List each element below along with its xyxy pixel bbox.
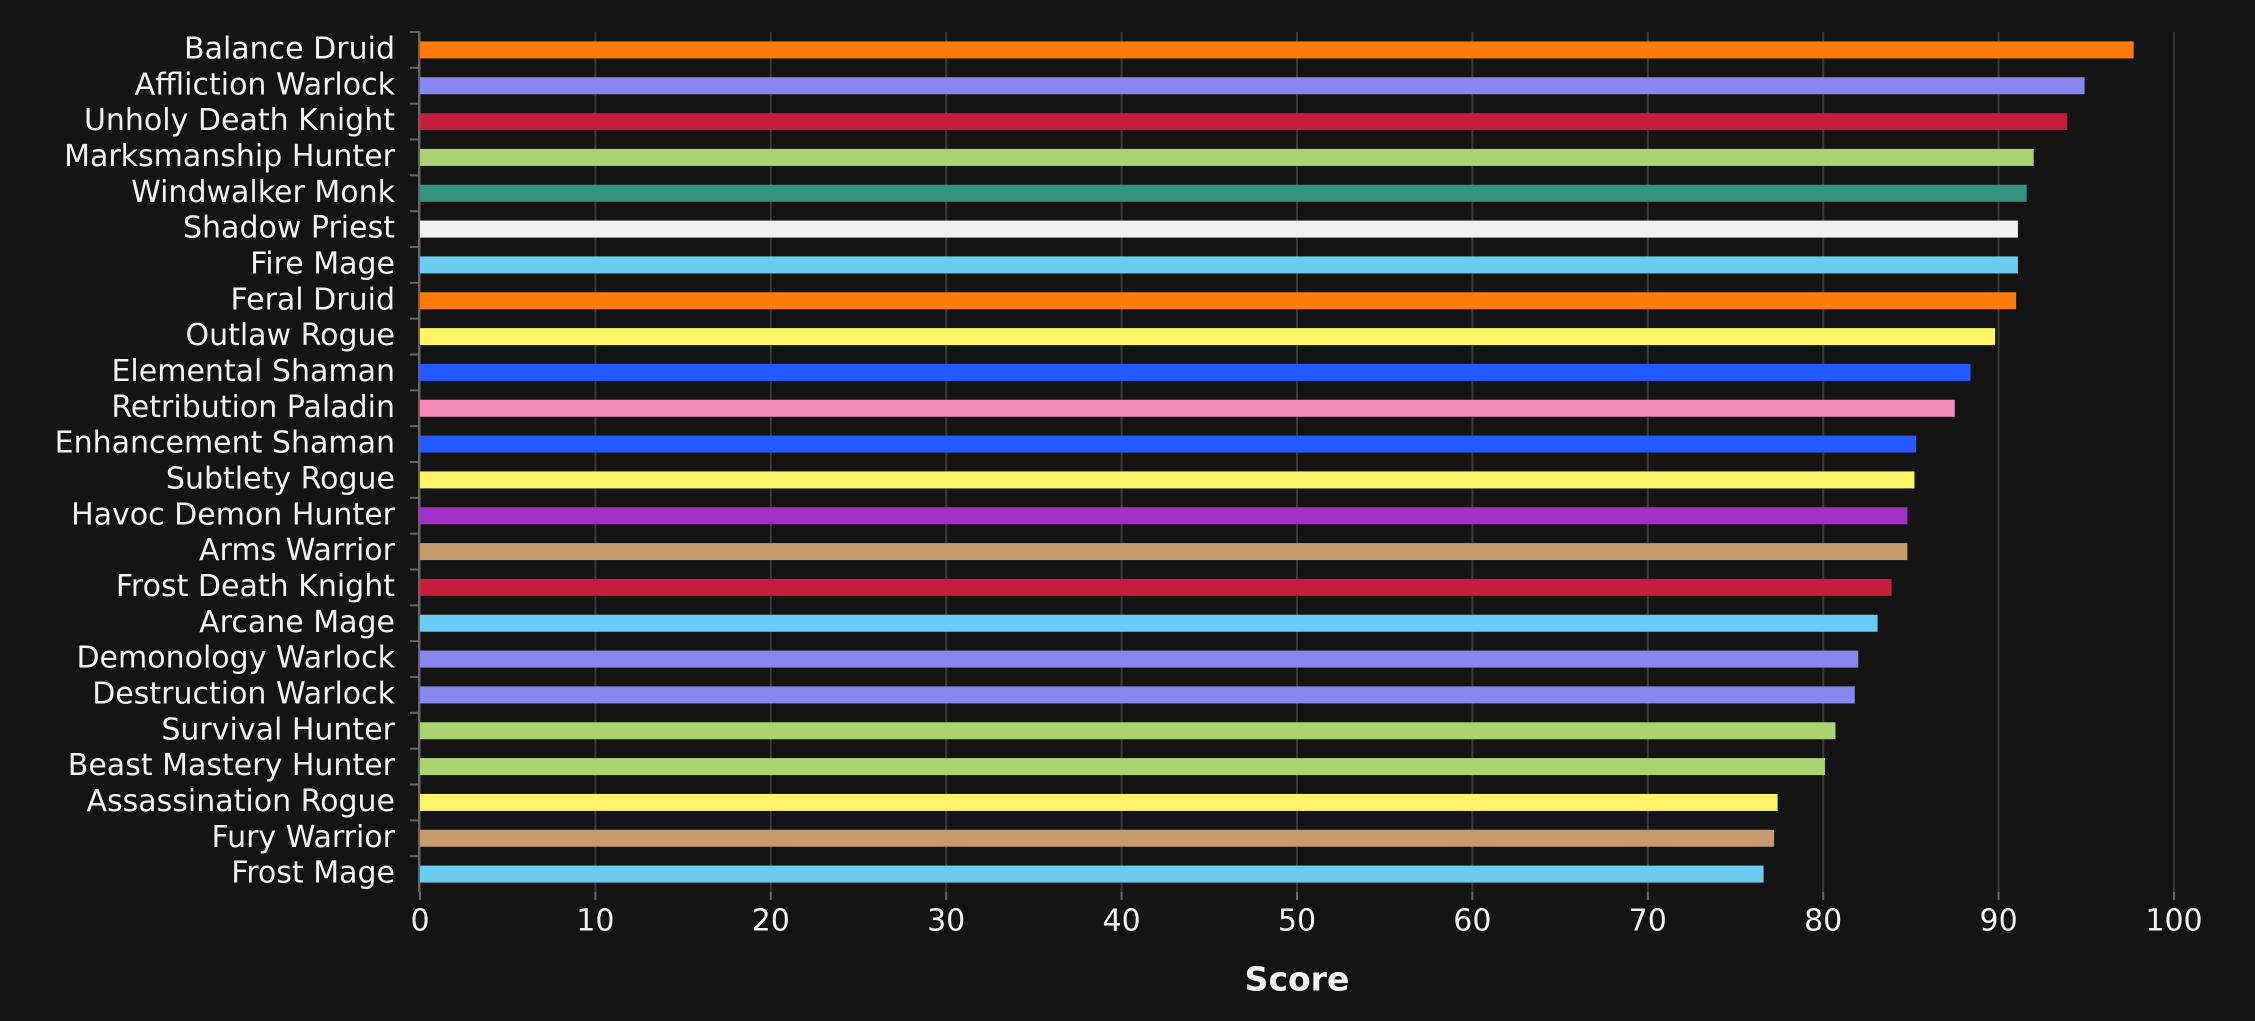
bar — [420, 184, 2027, 202]
bar — [420, 507, 1908, 525]
y-tick-label: Feral Druid — [231, 282, 396, 317]
y-tick-label: Marksmanship Hunter — [64, 139, 396, 174]
y-tick-label: Destruction Warlock — [92, 676, 395, 711]
y-tick-label: Windwalker Monk — [131, 175, 396, 210]
x-tick-label: 80 — [1804, 904, 1842, 939]
y-tick-label: Subtlety Rogue — [166, 461, 395, 496]
y-tick-label: Enhancement Shaman — [55, 426, 395, 461]
bar — [420, 435, 1917, 453]
bar — [420, 722, 1836, 740]
y-tick-label: Survival Hunter — [161, 712, 395, 747]
bar — [420, 41, 2134, 59]
bar — [420, 686, 1855, 704]
bar — [420, 578, 1892, 596]
bar — [420, 113, 2068, 131]
x-tick-label: 40 — [1103, 904, 1141, 939]
y-tick-label: Fire Mage — [250, 246, 395, 281]
y-tick-label: Frost Death Knight — [116, 569, 395, 604]
y-tick-label: Beast Mastery Hunter — [68, 748, 396, 783]
bar — [420, 256, 2018, 274]
bar — [420, 829, 1775, 847]
x-tick-label: 0 — [410, 904, 429, 939]
y-tick-label: Fury Warrior — [211, 820, 395, 855]
bar — [420, 614, 1878, 632]
bar — [420, 865, 1764, 883]
x-tick-label: 30 — [927, 904, 965, 939]
bar — [420, 77, 2085, 95]
bar — [420, 758, 1825, 776]
y-tick-label: Balance Druid — [184, 31, 395, 66]
x-tick-label: 90 — [1980, 904, 2018, 939]
y-tick-label: Arcane Mage — [199, 605, 395, 640]
x-tick-label: 100 — [2145, 904, 2202, 939]
y-tick-label: Shadow Priest — [183, 211, 395, 246]
x-tick-label: 10 — [576, 904, 614, 939]
bar — [420, 793, 1778, 811]
x-tick-label: 50 — [1278, 904, 1316, 939]
bar — [420, 328, 1996, 346]
y-tick-label: Retribution Paladin — [111, 390, 395, 425]
y-tick-label: Arms Warrior — [199, 533, 396, 568]
y-tick-label: Havoc Demon Hunter — [71, 497, 396, 532]
bar — [420, 363, 1971, 381]
bar — [420, 471, 1915, 489]
x-tick-label: 70 — [1629, 904, 1667, 939]
y-tick-label: Frost Mage — [231, 856, 395, 891]
y-tick-label: Unholy Death Knight — [84, 103, 395, 138]
bar — [420, 148, 2034, 166]
x-tick-label: 60 — [1453, 904, 1491, 939]
x-axis-title: Score — [1245, 960, 1350, 999]
y-tick-label: Demonology Warlock — [76, 641, 395, 676]
y-tick-label: Affliction Warlock — [135, 67, 396, 102]
bar — [420, 650, 1859, 668]
y-tick-label: Outlaw Rogue — [185, 318, 395, 353]
x-tick-label: 20 — [752, 904, 790, 939]
bar — [420, 399, 1955, 417]
y-tick-label: Assassination Rogue — [86, 784, 395, 819]
y-tick-label: Elemental Shaman — [111, 354, 395, 389]
bar — [420, 543, 1908, 561]
bar — [420, 220, 2018, 238]
bar — [420, 292, 2017, 310]
